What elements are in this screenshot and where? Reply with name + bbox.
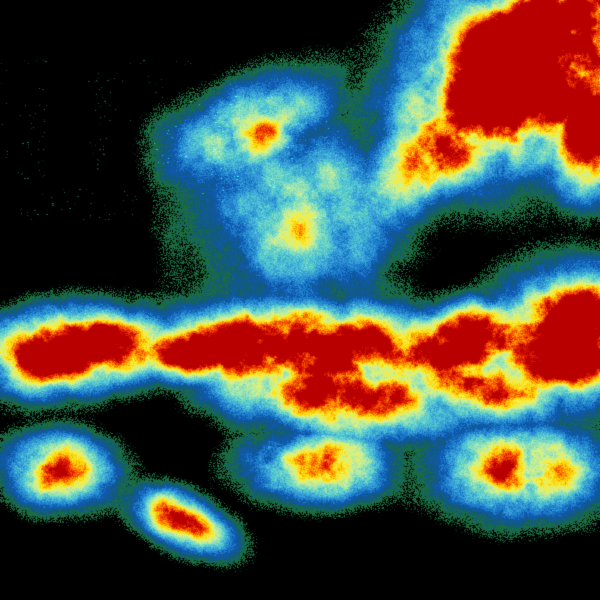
radar-reflectivity-heatmap [0,0,600,600]
radar-image-view: Weather Radar Reflectivity Composite nex… [0,0,600,600]
